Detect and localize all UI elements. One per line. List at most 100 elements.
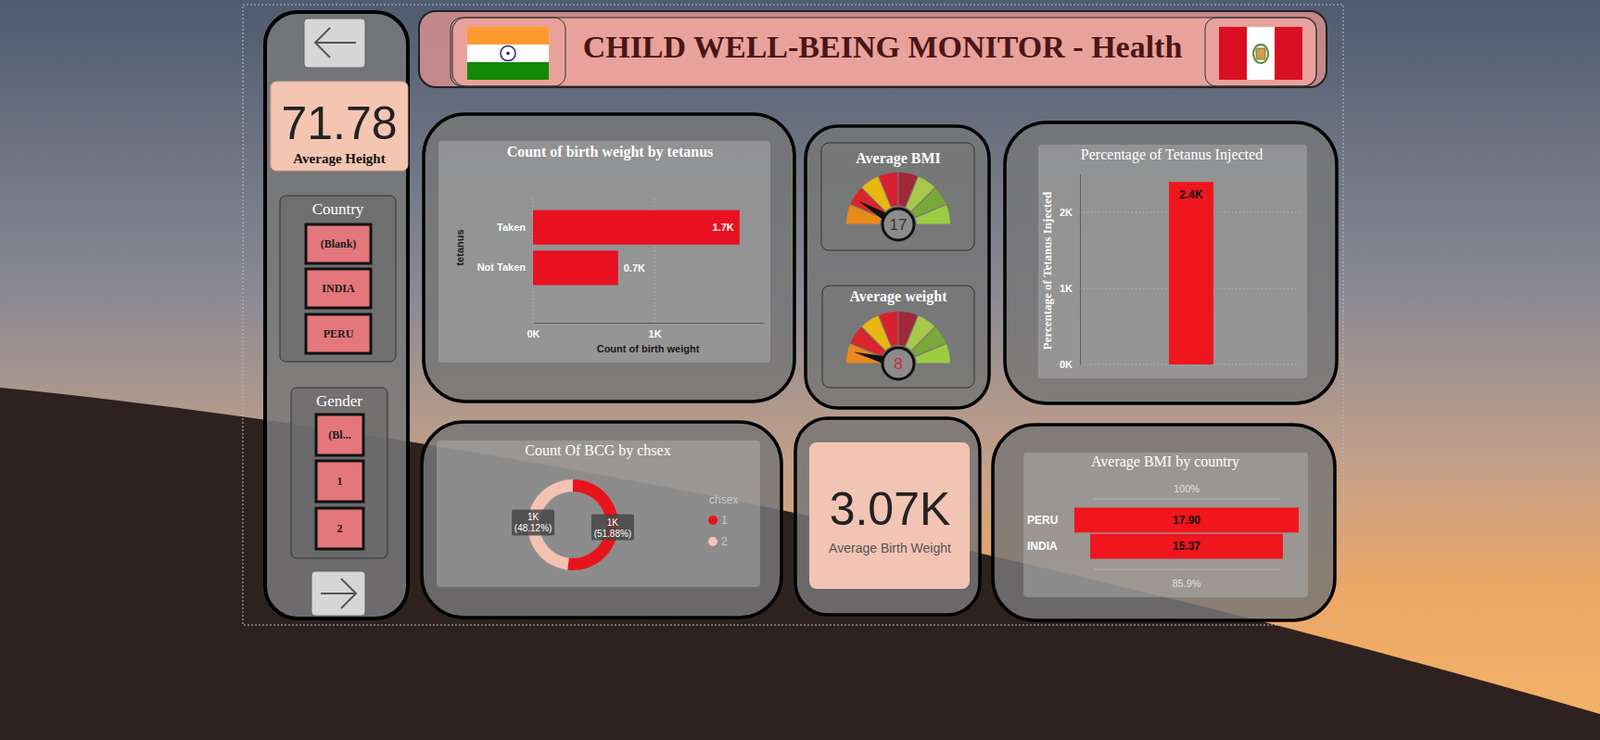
back-button[interactable] [304, 18, 366, 68]
flag-stripe [467, 26, 549, 45]
flag-emblem [1253, 44, 1269, 64]
back-arrow[interactable] [315, 27, 356, 58]
header-inner [452, 17, 1317, 87]
bars [1168, 181, 1214, 365]
tick: 0K [526, 322, 540, 340]
axis-title: tetanus [454, 228, 466, 266]
panel [1004, 122, 1337, 404]
chart-title: Average BMI [855, 150, 941, 167]
slicer-item[interactable]: (Blank) [320, 237, 357, 251]
slicer-title: Gender [316, 392, 363, 410]
kpi-label: Average Birth Weight [828, 540, 952, 556]
data-label: (51.88%) [594, 528, 633, 539]
chart-title: Average weight [850, 288, 949, 305]
gauge-band [915, 204, 951, 224]
bar [1168, 181, 1214, 365]
data-label: 0.7K [623, 262, 646, 274]
chart-title: Count of birth weight by tetanus [507, 143, 714, 161]
plot-background [1038, 144, 1308, 379]
slicer-button[interactable] [316, 460, 364, 502]
data-label: 2.4K [1179, 188, 1204, 202]
tick: Not Taken [477, 261, 534, 273]
data-label: 1K [527, 511, 540, 522]
slicer-button[interactable] [305, 314, 371, 354]
flag-stripe [1274, 26, 1303, 80]
forward-button[interactable] [311, 571, 366, 616]
data-label: (48.12%) [514, 522, 553, 534]
legend-title: chsex [709, 493, 738, 507]
flag-peru [1219, 26, 1303, 80]
annotation: 85.9% [1171, 577, 1201, 589]
chart: 1K(51.88%)1K(48.12%)chsex12Count Of BCG … [511, 442, 738, 571]
tick: 1K [648, 322, 662, 340]
gauge-box [822, 285, 975, 388]
data-label: 17.90 [1172, 513, 1201, 527]
chart-title: Average BMI by country [1091, 453, 1240, 470]
data-label: 1K [607, 517, 620, 528]
chart: Count of birth weight by tetanus 0K 1K Take… [454, 143, 765, 355]
slicer [279, 195, 396, 362]
donut: 1K(51.88%)1K(48.12%) [511, 479, 635, 571]
flag-frame [450, 17, 566, 87]
panel [423, 114, 795, 402]
gauge-value: 17 [889, 215, 908, 234]
data-label-box [511, 508, 555, 535]
chart: PERU17.90INDIA15.37100%85.9%Average BMI … [1027, 453, 1299, 589]
kpi-card [809, 442, 970, 589]
plot-background [436, 440, 761, 587]
flag-emblem [1256, 48, 1266, 60]
flag-stripe [467, 44, 549, 63]
bars [1074, 507, 1299, 559]
legend-entry: 1 [721, 513, 728, 527]
legend-entry: 2 [721, 534, 728, 548]
background [0, 0, 1600, 740]
slicer-button[interactable] [316, 507, 364, 549]
chart: 8 Average weight [846, 288, 951, 380]
nav-panel [265, 12, 408, 619]
gauge-box [821, 142, 975, 251]
plot-background [438, 140, 771, 363]
flag-wheel [500, 46, 516, 62]
gauge-band [878, 172, 898, 207]
flag-stripe [467, 62, 549, 80]
axis-title: Count of birth weight [596, 342, 700, 355]
tick-label: 1K [1059, 282, 1073, 294]
gauge-value: 8 [893, 355, 902, 373]
gauge-hub [882, 208, 915, 241]
data-label: 15.37 [1172, 539, 1201, 553]
legend-swatch [708, 536, 718, 547]
forward-arrow[interactable] [320, 578, 356, 609]
separator [1093, 498, 1280, 500]
flag-wheel [506, 51, 510, 56]
slicer [291, 387, 388, 559]
chart-title: Count Of BCG by chsex [524, 442, 671, 459]
slicer-item[interactable]: INDIA [321, 281, 356, 295]
bar [533, 210, 740, 245]
flag-stripe [1219, 26, 1247, 80]
slicer-button[interactable] [305, 224, 371, 264]
category-axis: Taken Not Taken [477, 221, 534, 274]
tick: Taken [496, 221, 534, 233]
plot-background [1023, 452, 1308, 597]
slicer-button[interactable] [316, 414, 364, 456]
chart: 17 Average BMI [846, 150, 951, 241]
slicer-item[interactable]: PERU [323, 327, 355, 341]
panel [421, 421, 782, 618]
gauge-band [878, 311, 898, 346]
legend: chsex 1 2 [708, 493, 738, 548]
tick-label: 2K [1059, 206, 1073, 218]
bar [533, 250, 619, 285]
slicer-item[interactable]: 2 [337, 521, 343, 535]
slicer-item[interactable]: 1 [337, 474, 343, 488]
separator [1093, 569, 1280, 571]
frame [242, 4, 1344, 625]
flag-stripe [1246, 26, 1275, 80]
data-label: 1.7K [712, 221, 735, 233]
axis-line [533, 322, 765, 324]
slicer-button[interactable] [305, 268, 371, 308]
panel [805, 126, 990, 408]
slicer-item[interactable]: (Bl... [328, 428, 351, 442]
slicer-title: Country [312, 200, 365, 218]
kpi-value: 3.07K [829, 482, 952, 535]
tick: 1K [1059, 282, 1080, 294]
